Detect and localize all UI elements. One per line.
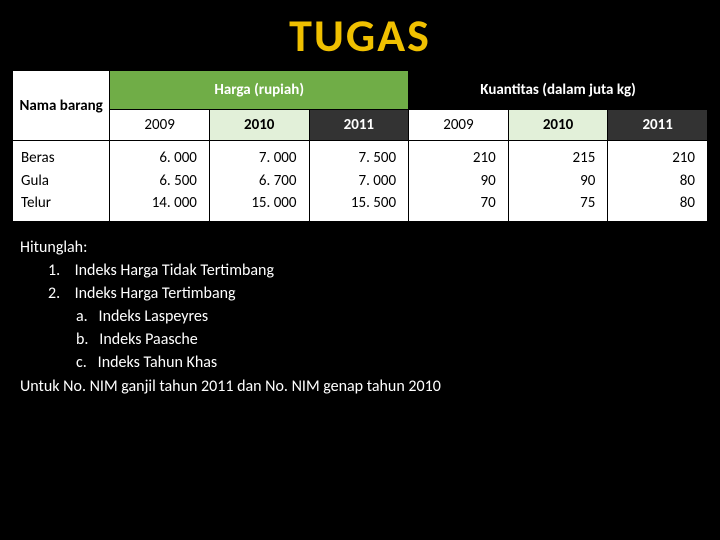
instr-item: 1. Indeks Harga Tidak Tertimbang [20,259,700,282]
instructions-block: Hitunglah: 1. Indeks Harga Tidak Tertimb… [0,222,720,398]
year-col: 2009 [110,110,210,141]
instr-footer: Untuk No. NIM ganjil tahun 2011 dan No. … [20,375,700,398]
data-table: Nama barang Harga (rupiah) Kuantitas (da… [12,70,708,222]
header-name: Nama barang [13,71,110,141]
instr-subitem: a. Indeks Laspeyres [20,305,700,328]
data-cell: 6. 000 6. 500 14. 000 [110,141,210,222]
year-col: 2010 [209,110,309,141]
year-col: 2011 [608,110,708,141]
page-title: TUGAS [0,0,720,70]
data-cell: 210 90 70 [409,141,509,222]
table-row: Beras Gula Telur 6. 000 6. 500 14. 000 7… [13,141,708,222]
data-cell: 210 80 80 [608,141,708,222]
data-cell: 7. 000 6. 700 15. 000 [209,141,309,222]
item-names: Beras Gula Telur [13,141,110,222]
table-header-row-2: 2009 2010 2011 2009 2010 2011 [13,110,708,141]
instr-heading: Hitunglah: [20,236,700,259]
instr-subitem: c. Indeks Tahun Khas [20,351,700,374]
header-group-harga: Harga (rupiah) [110,71,409,110]
header-group-kuantitas: Kuantitas (dalam juta kg) [409,71,708,110]
table-header-row-1: Nama barang Harga (rupiah) Kuantitas (da… [13,71,708,110]
year-col: 2011 [309,110,409,141]
year-col: 2010 [508,110,608,141]
year-col: 2009 [409,110,509,141]
data-table-container: Nama barang Harga (rupiah) Kuantitas (da… [12,70,708,222]
instr-subitem: b. Indeks Paasche [20,328,700,351]
data-cell: 215 90 75 [508,141,608,222]
data-cell: 7. 500 7. 000 15. 500 [309,141,409,222]
instr-item: 2. Indeks Harga Tertimbang [20,282,700,305]
